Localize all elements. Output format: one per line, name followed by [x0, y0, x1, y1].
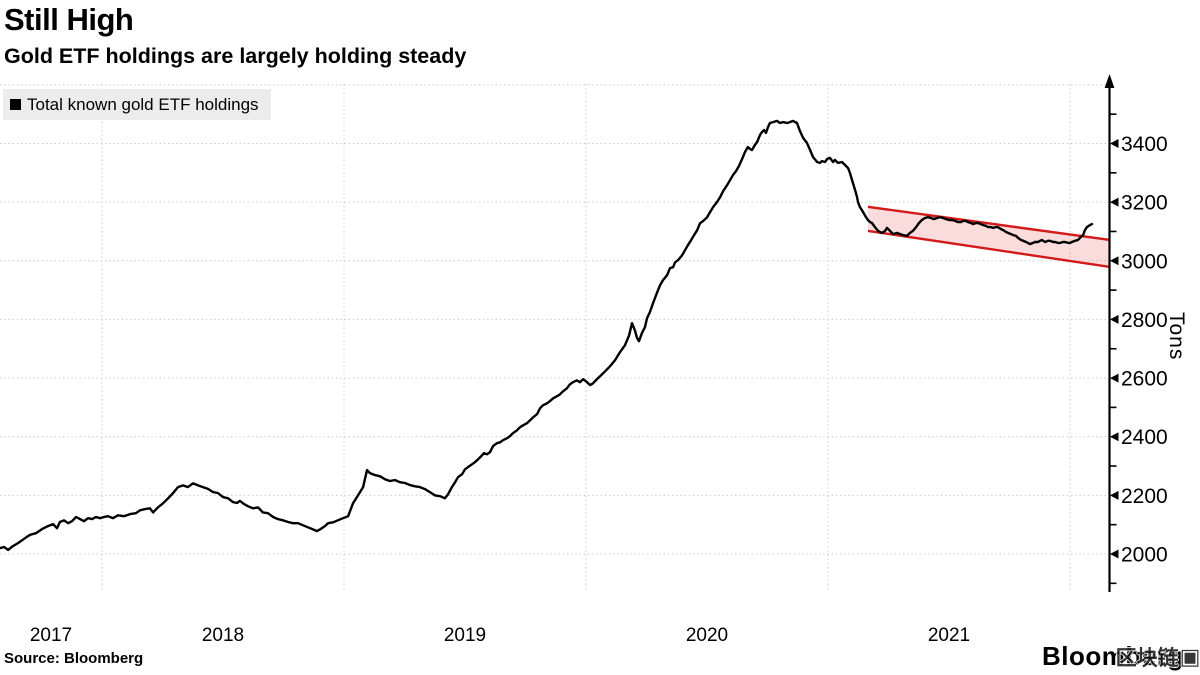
page-title: Still High: [4, 2, 134, 37]
watermark-logo-icon: ▣: [1179, 644, 1200, 669]
y-major-tick-icon: [1110, 549, 1119, 559]
y-major-tick-icon: [1110, 256, 1119, 266]
y-tick-label: 3000: [1121, 250, 1168, 273]
trend-channel-fill: [867, 206, 1110, 267]
y-axis-title: Tons: [1165, 312, 1188, 361]
y-major-tick-icon: [1110, 432, 1119, 442]
x-year-label: 2020: [686, 625, 728, 646]
source-credit: Source: Bloomberg: [4, 650, 144, 667]
legend-swatch-icon: [10, 99, 21, 110]
y-tick-label: 3400: [1121, 133, 1168, 156]
chart-legend: Total known gold ETF holdings: [3, 89, 271, 120]
trend-channel-lower-line: [867, 229, 1111, 269]
trend-channel-upper-line: [867, 205, 1111, 242]
series-line: [0, 119, 1094, 552]
bloomberg-logo: Bloomberg: [1042, 641, 1184, 671]
y-axis-arrow-icon: [1104, 74, 1115, 88]
y-tick-label: 2000: [1121, 543, 1168, 566]
y-tick-label: 2200: [1121, 485, 1168, 508]
y-tick-label: 2400: [1121, 426, 1168, 449]
y-major-tick-icon: [1110, 490, 1119, 500]
watermark-text: 区块链: [1115, 647, 1179, 670]
site-watermark: 区块链 ▣: [1116, 640, 1200, 674]
chart-subtitle: Gold ETF holdings are largely holding st…: [4, 44, 467, 68]
y-major-tick-icon: [1110, 197, 1119, 207]
y-tick-label: 2800: [1121, 309, 1168, 332]
x-year-label: 2021: [928, 625, 970, 646]
legend-label: Total known gold ETF holdings: [27, 94, 259, 114]
y-major-tick-icon: [1110, 373, 1119, 383]
x-year-label: 2019: [444, 625, 486, 646]
y-tick-label: 3200: [1121, 192, 1168, 215]
y-tick-label: 2600: [1121, 368, 1168, 391]
x-year-label: 2017: [30, 625, 72, 646]
x-year-label: 2018: [202, 625, 244, 646]
y-major-tick-icon: [1110, 139, 1119, 148]
y-major-tick-icon: [1110, 314, 1119, 324]
